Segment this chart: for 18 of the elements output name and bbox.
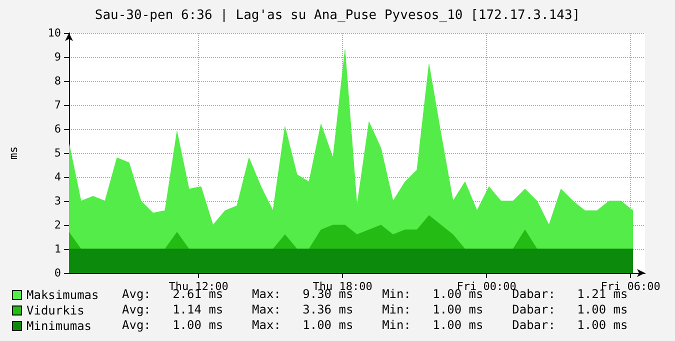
y-tick-label: 6 xyxy=(54,122,61,136)
legend-label: Maksimumas xyxy=(26,288,99,302)
chart-title: Sau-30-pen 6:36 | Lag'as su Ana_Puse Pyvesos_10 [172.17.3.143] xyxy=(94,8,580,23)
y-tick-label: 7 xyxy=(54,98,61,112)
y-tick-label: 2 xyxy=(54,218,61,232)
y-axis-title: ms xyxy=(7,146,20,160)
y-tick-label: 3 xyxy=(54,194,61,208)
text: Avg: 1.14 ms Max: 3.36 ms Min: 1.00 ms Dabar: 1.00 ms xyxy=(122,302,628,316)
y-tick-label: 0 xyxy=(54,266,61,280)
y-tick-label: 8 xyxy=(54,74,61,88)
legend-label: Vidurkis xyxy=(26,304,84,318)
y-tick-label: 10 xyxy=(48,26,61,40)
legend-label: Minimumas xyxy=(26,319,92,333)
y-tick-label: 4 xyxy=(54,170,62,184)
y-tick-label: 1 xyxy=(54,242,61,256)
y-tick-label: 5 xyxy=(54,146,61,160)
text: Avg: 1.00 ms Max: 1.00 ms Min: 1.00 ms Dabar: 1.00 ms xyxy=(122,318,628,332)
y-tick-label: 9 xyxy=(54,50,61,64)
